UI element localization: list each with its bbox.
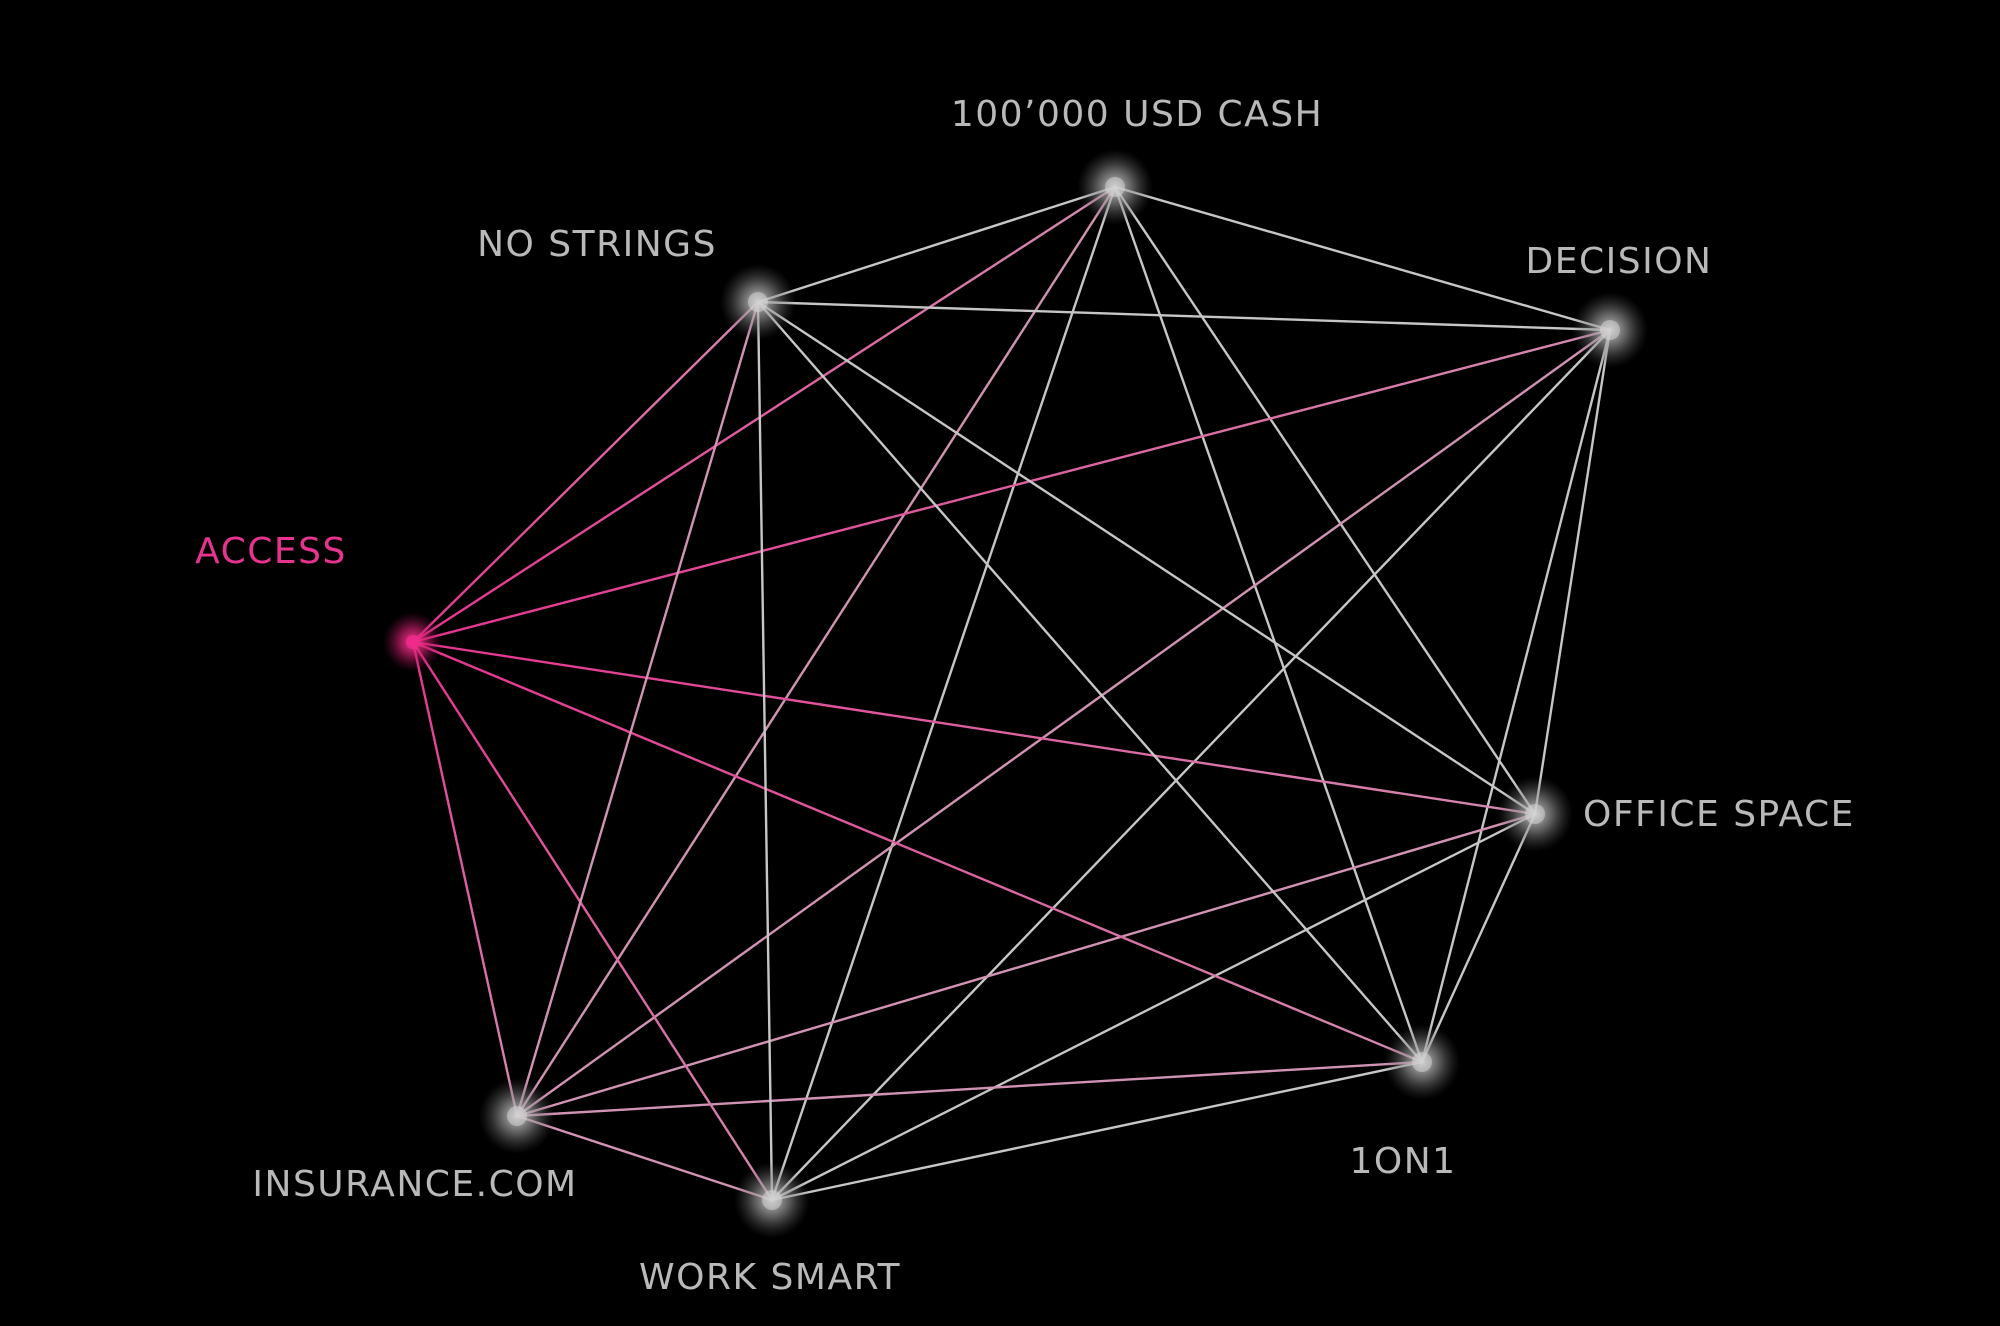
node-label-cash: 100’000 USD CASH [951, 94, 1323, 135]
edge-worksmart-nostrings [756, 300, 774, 1202]
edge-office-oneonone [1420, 812, 1537, 1064]
node-label-worksmart: WORK SMART [639, 1257, 901, 1298]
node-label-decision: DECISION [1526, 241, 1713, 282]
edge-cash-worksmart [770, 185, 1117, 1202]
edge-decision-office [1533, 328, 1612, 816]
node-label-oneonone: 1ON1 [1349, 1141, 1456, 1182]
edge-oneonone-nostrings [756, 300, 1424, 1064]
edge-decision-oneonone [1420, 328, 1612, 1064]
edges-layer [411, 185, 1612, 1202]
edge-oneonone-worksmart [770, 1060, 1424, 1202]
edge-cash-insurance [515, 185, 1117, 1118]
edge-insurance-access [411, 640, 519, 1118]
edge-oneonone-insurance [515, 1060, 1424, 1118]
edge-decision-nostrings [756, 300, 1612, 332]
edge-worksmart-access [411, 640, 774, 1202]
edge-office-access [411, 640, 1537, 816]
node-core-cash [1105, 177, 1125, 197]
edge-access-nostrings [411, 300, 760, 644]
edge-decision-access [411, 328, 1612, 644]
node-core-access [406, 635, 420, 649]
edge-insurance-nostrings [515, 300, 760, 1118]
edge-office-worksmart [770, 812, 1537, 1202]
edge-oneonone-access [411, 640, 1424, 1064]
node-core-insurance [507, 1106, 527, 1126]
edge-cash-nostrings [756, 185, 1117, 304]
node-core-decision [1600, 320, 1620, 340]
labels-layer: 100’000 USD CASH DECISION OFFICE SPACE 1ON1… [195, 94, 1855, 1298]
nodes-layer [383, 149, 1648, 1238]
node-label-insurance: INSURANCE.COM [252, 1164, 577, 1205]
edge-worksmart-insurance [515, 1114, 774, 1202]
edge-office-nostrings [756, 300, 1537, 816]
node-core-office [1525, 804, 1545, 824]
node-label-access: ACCESS [195, 531, 347, 572]
node-label-office: OFFICE SPACE [1583, 794, 1855, 835]
node-core-oneonone [1412, 1052, 1432, 1072]
edge-decision-worksmart [770, 328, 1612, 1202]
node-label-nostrings: NO STRINGS [477, 224, 717, 265]
edge-cash-oneonone [1113, 185, 1424, 1064]
node-core-worksmart [762, 1190, 782, 1210]
node-core-nostrings [748, 292, 768, 312]
edge-cash-office [1113, 185, 1537, 816]
edge-cash-access [411, 185, 1117, 644]
edge-decision-insurance [515, 328, 1612, 1118]
edge-cash-decision [1113, 185, 1612, 332]
